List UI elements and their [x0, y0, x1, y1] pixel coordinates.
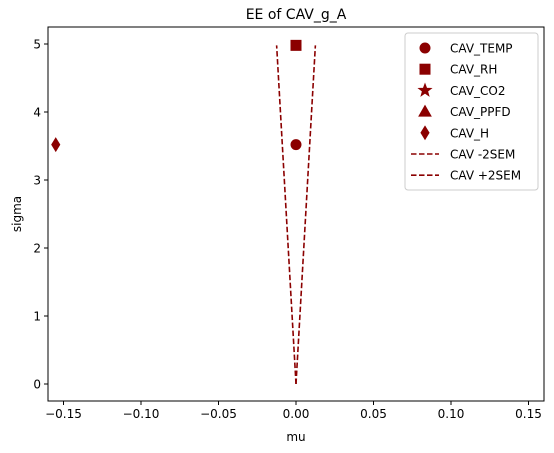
legend-marker-cav-temp [419, 42, 431, 54]
x-tick-label: 0.00 [283, 407, 310, 421]
y-tick-label: 0 [33, 378, 41, 392]
y-tick-label: 3 [33, 174, 41, 188]
sem-line-plus [295, 45, 317, 385]
x-tick-label: −0.05 [200, 407, 237, 421]
y-tick-label: 5 [33, 38, 41, 52]
x-tick-label: 0.05 [360, 407, 387, 421]
point-cav-h [51, 137, 61, 153]
chart-title: EE of CAV_g_A [246, 7, 347, 23]
plot-area [51, 39, 317, 385]
legend-label-cav-co2: CAV_CO2 [450, 84, 506, 98]
legend-label-cav-rh: CAV_RH [450, 63, 497, 77]
x-axis-label: mu [286, 430, 305, 444]
x-tick-label: 0.10 [438, 407, 465, 421]
legend-label-cav-2sem: CAV +2SEM [450, 169, 521, 183]
y-tick-label: 4 [33, 106, 41, 120]
point-cav-rh [290, 39, 302, 51]
point-cav-temp [290, 139, 302, 151]
legend-label-cav-temp: CAV_TEMP [450, 42, 513, 56]
x-tick-label: −0.10 [123, 407, 160, 421]
x-tick-label: 0.15 [515, 407, 542, 421]
y-axis-label: sigma [10, 196, 24, 232]
legend-marker-cav-co2 [417, 82, 433, 97]
legend: CAV_TEMP CAV_RH CAV_CO2 CAV_PPFD CAV_H CAV -2… [404, 32, 539, 191]
y-axis: 0 1 2 3 4 5 [33, 38, 48, 392]
y-tick-label: 1 [33, 310, 41, 324]
legend-label-cav-2sem: CAV -2SEM [450, 148, 515, 162]
sem-line-minus [275, 45, 297, 385]
legend-box [404, 32, 539, 191]
legend-label-cav-ppfd: CAV_PPFD [450, 105, 511, 119]
y-tick-label: 2 [33, 242, 41, 256]
legend-marker-cav-ppfd [418, 104, 432, 117]
x-tick-label: −0.15 [45, 407, 82, 421]
legend-marker-cav-h [420, 125, 430, 141]
legend-label-cav-h: CAV_H [450, 126, 489, 140]
legend-marker-cav-rh [419, 63, 431, 75]
x-axis: −0.15 −0.10 −0.05 0.00 0.05 0.10 0.15 [45, 401, 542, 421]
